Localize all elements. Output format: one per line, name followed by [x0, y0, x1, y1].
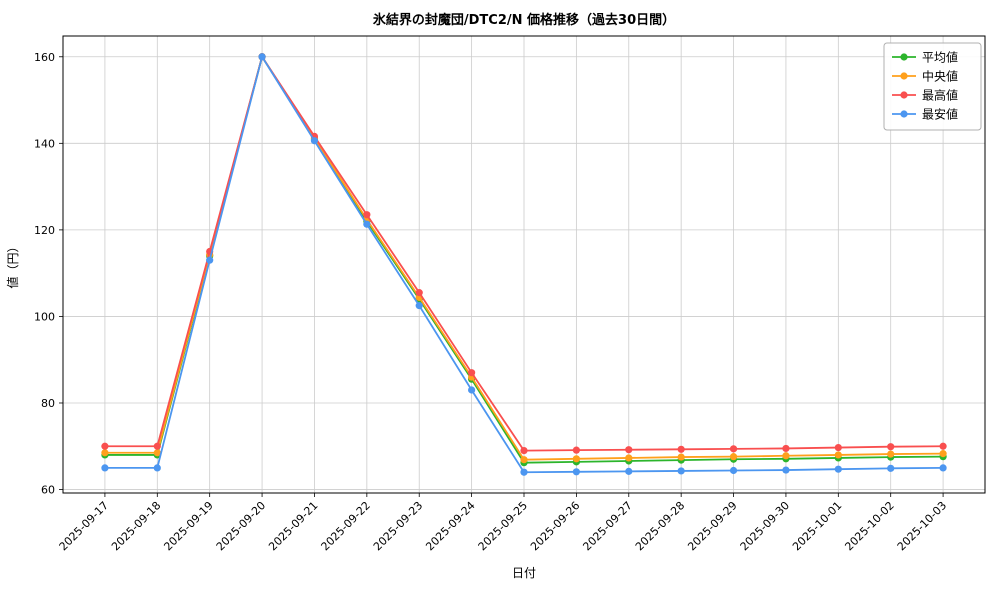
legend-item-median: 中央値: [892, 69, 958, 84]
legend-item-max: 最高値: [892, 88, 958, 103]
y-tick-label: 80: [41, 397, 55, 410]
data-point-min: [677, 467, 685, 475]
data-point-max: [782, 444, 790, 453]
data-point-median: [729, 453, 738, 461]
x-tick-label: 2025-09-21: [266, 499, 320, 553]
y-tick-label: 60: [41, 484, 55, 497]
x-tick-label: 2025-09-18: [109, 499, 163, 553]
data-point-min: [258, 53, 266, 61]
x-tick-label: 2025-10-02: [842, 499, 896, 553]
legend-marker-dot-max: [900, 91, 908, 99]
data-point-min: [834, 465, 842, 473]
data-point-min: [939, 464, 947, 472]
x-tick-label: 2025-09-29: [685, 499, 739, 553]
legend-label-median: 中央値: [922, 69, 958, 84]
x-tick-label: 2025-10-03: [895, 499, 949, 553]
legend-item-min: 最安値: [892, 107, 958, 122]
x-tick-label: 2025-09-26: [528, 499, 582, 553]
x-tick-label: 2025-09-27: [580, 499, 634, 553]
data-point-max: [520, 446, 528, 455]
y-tick-label: 120: [34, 224, 55, 237]
data-point-median: [834, 451, 842, 459]
data-point-min: [310, 137, 319, 145]
data-point-max: [625, 446, 633, 454]
legend-item-avg: 平均値: [892, 50, 958, 65]
data-point-max: [153, 442, 161, 450]
data-point-median: [153, 449, 161, 457]
chart-title: 氷結界の封魔団/DTC2/N 価格推移（過去30日間）: [373, 12, 675, 28]
data-point-median: [677, 453, 685, 461]
data-point-max: [415, 289, 423, 297]
y-tick-label: 140: [34, 137, 55, 150]
data-point-median: [572, 455, 580, 463]
data-point-min: [101, 464, 109, 472]
legend-label-min: 最安値: [922, 107, 958, 122]
data-point-median: [520, 456, 528, 464]
data-point-median: [939, 450, 947, 458]
data-point-max: [572, 446, 580, 454]
x-axis-label: 日付: [512, 566, 536, 580]
y-axis: 60 80 100 120 140 160: [34, 51, 63, 497]
data-point-max: [677, 445, 685, 453]
data-point-median: [625, 454, 633, 462]
data-point-max: [834, 443, 842, 452]
data-point-min: [729, 466, 738, 475]
data-point-max: [468, 369, 476, 377]
y-tick-label: 160: [34, 51, 55, 64]
x-tick-label: 2025-09-23: [371, 499, 425, 553]
legend-marker-dot-min: [900, 110, 908, 118]
x-tick-label: 2025-09-24: [423, 499, 477, 553]
x-tick-label: 2025-09-30: [738, 499, 792, 553]
data-point-min: [153, 464, 161, 472]
data-point-min: [206, 256, 214, 264]
legend-box: [883, 42, 982, 131]
x-tick-label: 2025-09-25: [476, 499, 530, 553]
data-point-median: [782, 452, 790, 460]
data-point-min: [782, 466, 790, 474]
x-tick-label: 2025-09-17: [57, 499, 111, 553]
data-point-min: [520, 468, 528, 476]
x-tick-label: 2025-09-22: [319, 499, 373, 553]
x-tick-label: 2025-09-20: [214, 499, 268, 553]
y-axis-label: 値（円）: [5, 240, 20, 288]
data-point-median: [887, 450, 895, 458]
x-axis: 2025-09-172025-09-182025-09-192025-09-20…: [57, 493, 949, 553]
data-point-min: [415, 302, 423, 310]
series-min: [101, 53, 947, 476]
data-point-max: [363, 211, 371, 219]
legend-label-max: 最高値: [922, 88, 958, 103]
data-point-min: [887, 464, 895, 472]
data-point-max: [729, 445, 738, 453]
data-point-median: [101, 449, 109, 457]
data-point-max: [101, 442, 109, 450]
data-point-min: [468, 386, 476, 394]
data-point-max: [939, 442, 947, 450]
x-tick-label: 2025-09-19: [161, 499, 215, 553]
x-tick-label: 2025-09-28: [633, 499, 687, 553]
data-point-max: [887, 443, 895, 451]
x-tick-label: 2025-10-01: [790, 499, 844, 553]
grid: [63, 36, 985, 493]
data-point-min: [572, 468, 580, 476]
legend-label-avg: 平均値: [922, 50, 958, 65]
y-tick-label: 100: [34, 310, 55, 323]
legend-marker-dot-avg: [900, 53, 908, 61]
legend-marker-dot-median: [900, 72, 908, 80]
data-point-min: [625, 467, 633, 475]
data-point-min: [363, 220, 371, 228]
